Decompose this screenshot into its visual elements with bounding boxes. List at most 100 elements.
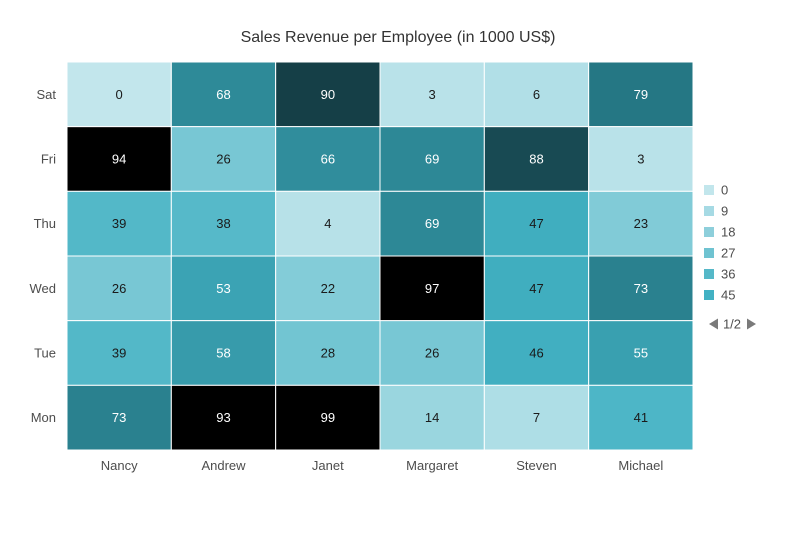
cell-value-label: 7 [533, 410, 540, 425]
cell-value-label: 38 [216, 216, 230, 231]
heatmap-cell [275, 61, 381, 128]
cell-value-label: 99 [321, 410, 335, 425]
heatmap-cell [483, 190, 590, 257]
cell-value-label: 22 [321, 281, 335, 296]
cell-value-label: 93 [216, 410, 230, 425]
cell-value-label: 26 [216, 152, 230, 167]
heatmap-cell [588, 126, 694, 192]
cell-value-label: 97 [425, 281, 439, 296]
heatmap-cell [275, 255, 381, 322]
y-tick-label: Tue [34, 346, 56, 361]
heatmap-cell [379, 384, 485, 451]
heatmap-cell [170, 126, 277, 192]
cell-value-label: 69 [425, 152, 439, 167]
legend-items: 0 9 18 27 36 45 [704, 183, 735, 303]
y-tick-label: Mon [31, 410, 56, 425]
heatmap-cell [588, 61, 694, 128]
cell-value-label: 3 [429, 87, 436, 102]
heatmap-cell [379, 61, 485, 128]
cell-value-label: 26 [425, 346, 439, 361]
legend-page-indicator: 1/2 [723, 317, 741, 332]
y-tick-label: Thu [34, 216, 56, 231]
heatmap-cell [66, 190, 172, 257]
cell-value-label: 46 [529, 346, 543, 361]
cell-value-label: 47 [529, 216, 543, 231]
heatmap-cell [66, 255, 172, 322]
cell-value-label: 41 [634, 410, 648, 425]
cell-value-label: 73 [634, 281, 648, 296]
legend-label: 18 [721, 225, 735, 240]
cell-value-label: 73 [112, 410, 126, 425]
cell-value-label: 47 [529, 281, 543, 296]
y-tick-label: Fri [41, 152, 56, 167]
cell-value-label: 68 [216, 87, 230, 102]
cell-value-label: 94 [112, 152, 126, 167]
x-tick-label: Andrew [201, 458, 246, 473]
legend-label: 36 [721, 267, 735, 282]
legend-swatch [704, 227, 714, 237]
cell-value-label: 55 [634, 346, 648, 361]
heatmap-cell [379, 255, 485, 322]
x-axis-labels: Nancy Andrew Janet Margaret Steven Michael [101, 458, 664, 473]
legend-label: 27 [721, 246, 735, 261]
x-tick-label: Janet [312, 458, 344, 473]
cell-value-label: 4 [324, 216, 331, 231]
cell-value-label: 53 [216, 281, 230, 296]
legend-next-arrow-icon[interactable] [747, 318, 756, 330]
heatmap-cell [379, 320, 485, 386]
heatmap-cell [66, 320, 172, 386]
heatmap-cell [170, 255, 277, 322]
x-tick-label: Margaret [406, 458, 458, 473]
cell-value-label: 39 [112, 216, 126, 231]
heatmap-cell [379, 126, 485, 192]
cell-value-label: 14 [425, 410, 439, 425]
chart-title: Sales Revenue per Employee (in 1000 US$) [241, 29, 556, 46]
cell-value-label: 69 [425, 216, 439, 231]
x-tick-label: Nancy [101, 458, 138, 473]
heatmap-cells: 0 68 90 3 6 79 94 26 66 69 88 3 39 38 4 69 47 23 26 53 22 97 4… [66, 61, 694, 451]
cell-value-label: 39 [112, 346, 126, 361]
cell-value-label: 3 [637, 152, 644, 167]
heatmap-cell [588, 255, 694, 322]
legend-swatch [704, 206, 714, 216]
heatmap-cell [588, 320, 694, 386]
cell-value-label: 90 [321, 87, 335, 102]
y-axis-labels: Sat Fri Thu Wed Tue Mon [30, 87, 57, 425]
cell-value-label: 28 [321, 346, 335, 361]
heatmap-cell [275, 320, 381, 386]
legend-pager: 1/2 [709, 317, 756, 332]
heatmap-cell [588, 190, 694, 257]
heatmap-cell [483, 255, 590, 322]
x-tick-label: Steven [516, 458, 556, 473]
legend-label: 45 [721, 288, 735, 303]
heatmap-cell [483, 320, 590, 386]
legend: 0 9 18 27 36 45 1/2 [704, 183, 756, 332]
legend-swatch [704, 185, 714, 195]
cell-value-label: 23 [634, 216, 648, 231]
legend-swatch [704, 269, 714, 279]
legend-prev-arrow-icon[interactable] [709, 318, 718, 330]
heatmap-cell [66, 384, 172, 451]
heatmap-cell [483, 61, 590, 128]
cell-value-label: 79 [634, 87, 648, 102]
legend-label: 9 [721, 204, 728, 219]
heatmap-cell [379, 190, 485, 257]
x-tick-label: Michael [618, 458, 663, 473]
y-tick-label: Wed [30, 281, 57, 296]
heatmap-cell [170, 190, 277, 257]
legend-label: 0 [721, 183, 728, 198]
cell-value-label: 26 [112, 281, 126, 296]
legend-swatch [704, 248, 714, 258]
cell-value-label: 66 [321, 152, 335, 167]
cell-value-label: 6 [533, 87, 540, 102]
cell-value-label: 58 [216, 346, 230, 361]
cell-value-label: 88 [529, 152, 543, 167]
y-tick-label: Sat [36, 87, 56, 102]
heatmap-cell [588, 384, 694, 451]
heatmap-cell [483, 384, 590, 451]
legend-swatch [704, 290, 714, 300]
cell-value-label: 0 [116, 87, 123, 102]
heatmap-cell [170, 61, 277, 128]
